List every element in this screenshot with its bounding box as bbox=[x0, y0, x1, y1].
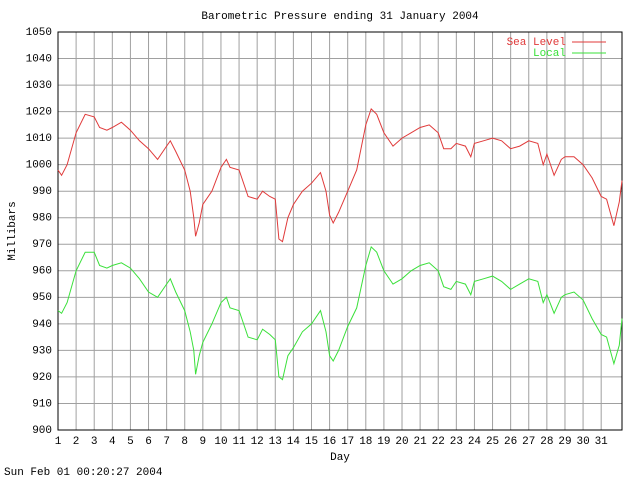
x-tick-label: 15 bbox=[305, 436, 318, 448]
x-tick-label: 25 bbox=[486, 436, 499, 448]
y-tick-label: 980 bbox=[32, 213, 52, 225]
x-tick-label: 14 bbox=[287, 436, 301, 448]
x-tick-label: 2 bbox=[73, 436, 80, 448]
y-tick-label: 1050 bbox=[26, 27, 52, 39]
x-tick-label: 9 bbox=[200, 436, 207, 448]
y-tick-label: 1010 bbox=[26, 133, 52, 145]
x-tick-label: 20 bbox=[395, 436, 408, 448]
x-tick-label: 1 bbox=[55, 436, 62, 448]
x-tick-label: 29 bbox=[558, 436, 571, 448]
x-tick-label: 11 bbox=[232, 436, 246, 448]
x-tick-label: 3 bbox=[91, 436, 98, 448]
x-tick-label: 30 bbox=[576, 436, 589, 448]
y-tick-label: 930 bbox=[32, 345, 52, 357]
y-tick-label: 940 bbox=[32, 319, 52, 331]
x-tick-label: 6 bbox=[145, 436, 152, 448]
y-tick-label: 970 bbox=[32, 239, 52, 251]
y-tick-label: 960 bbox=[32, 266, 52, 278]
x-tick-label: 4 bbox=[109, 436, 116, 448]
x-tick-label: 31 bbox=[595, 436, 609, 448]
x-tick-label: 16 bbox=[323, 436, 336, 448]
y-tick-label: 950 bbox=[32, 292, 52, 304]
y-tick-label: 910 bbox=[32, 398, 52, 410]
y-tick-label: 1040 bbox=[26, 53, 52, 65]
y-tick-label: 1030 bbox=[26, 80, 52, 92]
x-tick-label: 23 bbox=[450, 436, 463, 448]
legend-label: Local bbox=[533, 48, 566, 60]
x-tick-label: 21 bbox=[414, 436, 428, 448]
chart-title: Barometric Pressure ending 31 January 20… bbox=[201, 11, 479, 23]
timestamp: Sun Feb 01 00:20:27 2004 bbox=[4, 467, 163, 479]
x-tick-label: 28 bbox=[540, 436, 553, 448]
x-tick-label: 24 bbox=[468, 436, 482, 448]
x-tick-label: 10 bbox=[214, 436, 227, 448]
x-tick-label: 18 bbox=[359, 436, 372, 448]
legend-label: Sea Level bbox=[507, 37, 566, 49]
x-tick-label: 8 bbox=[181, 436, 188, 448]
x-tick-label: 5 bbox=[127, 436, 134, 448]
y-tick-label: 900 bbox=[32, 425, 52, 437]
x-axis-label: Day bbox=[330, 452, 350, 464]
x-tick-label: 17 bbox=[341, 436, 354, 448]
x-tick-label: 13 bbox=[269, 436, 282, 448]
x-tick-label: 26 bbox=[504, 436, 517, 448]
y-tick-label: 920 bbox=[32, 372, 52, 384]
x-tick-label: 22 bbox=[432, 436, 445, 448]
x-tick-label: 7 bbox=[163, 436, 170, 448]
series-line bbox=[57, 107, 623, 243]
x-tick-label: 19 bbox=[377, 436, 390, 448]
y-tick-label: 1000 bbox=[26, 160, 52, 172]
series-line bbox=[57, 245, 623, 381]
y-axis-label: Millibars bbox=[7, 201, 19, 260]
y-tick-label: 1020 bbox=[26, 107, 52, 119]
x-tick-label: 27 bbox=[522, 436, 535, 448]
y-tick-label: 990 bbox=[32, 186, 52, 198]
plot-frame bbox=[57, 31, 623, 431]
x-tick-label: 12 bbox=[251, 436, 264, 448]
